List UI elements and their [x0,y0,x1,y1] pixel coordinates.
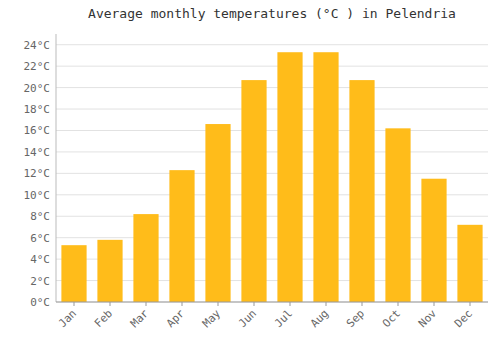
x-tick [146,302,147,306]
x-tick [326,302,327,306]
x-axis-line [56,302,488,303]
y-tick-label: 4°C [30,253,50,266]
bar [169,170,194,302]
bar [457,225,482,302]
bar [385,128,410,302]
bars [61,52,482,302]
y-tick-label: 10°C [24,189,51,202]
x-tick-label: Jul [272,307,295,330]
y-tick-label: 8°C [30,210,50,223]
x-tick [290,302,291,306]
bar [97,240,122,302]
x-tick-label: Jun [236,307,259,330]
x-tick [434,302,435,306]
bar [313,52,338,302]
bar [61,245,86,302]
title: Average monthly temperatures (°C ) in Pe… [88,6,456,21]
y-tick-label: 6°C [30,232,50,245]
x-tick [182,302,183,306]
grid-line [56,87,488,88]
x-tick [218,302,219,306]
bar [241,80,266,302]
x-tick-label: Sep [344,307,367,330]
x-tick [254,302,255,306]
bar [277,52,302,302]
x-tick-label: Aug [308,307,331,330]
grid-line [56,44,488,45]
x-tick-label: Mar [128,307,152,331]
x-tick-label: Dec [452,307,475,330]
x-tick-label: Oct [380,307,403,330]
y-tick-label: 18°C [24,103,51,116]
x-tick [470,302,471,306]
grid-line [56,109,488,110]
y-tick-label: 22°C [24,60,51,73]
x-tick-label: Feb [92,307,115,330]
grid-line [56,173,488,174]
grid-line [56,302,488,303]
y-tick-label: 2°C [30,275,50,288]
x-tick-label: Jan [56,307,79,330]
y-tick-label: 14°C [24,146,51,159]
y-tick-label: 12°C [24,167,51,180]
bar [205,124,230,302]
y-axis-line [56,34,57,302]
x-tick [110,302,111,306]
grid-line [56,151,488,152]
x-tick [74,302,75,306]
y-tick-label: 0°C [30,296,50,309]
bar [349,80,374,302]
bar [133,214,158,302]
x-tick [398,302,399,306]
grid-line [56,130,488,131]
x-tick [362,302,363,306]
chart: Average monthly temperatures (°C ) in Pe… [0,0,500,350]
y-tick-label: 16°C [24,124,51,137]
y-tick-label: 24°C [24,39,51,52]
x-tick-label: Apr [164,307,188,331]
x-tick-label: May [200,307,224,331]
grid [56,45,488,302]
y-tick-label: 20°C [24,82,51,95]
bar [421,179,446,302]
grid-line [56,66,488,67]
x-tick-label: Nov [416,307,440,331]
